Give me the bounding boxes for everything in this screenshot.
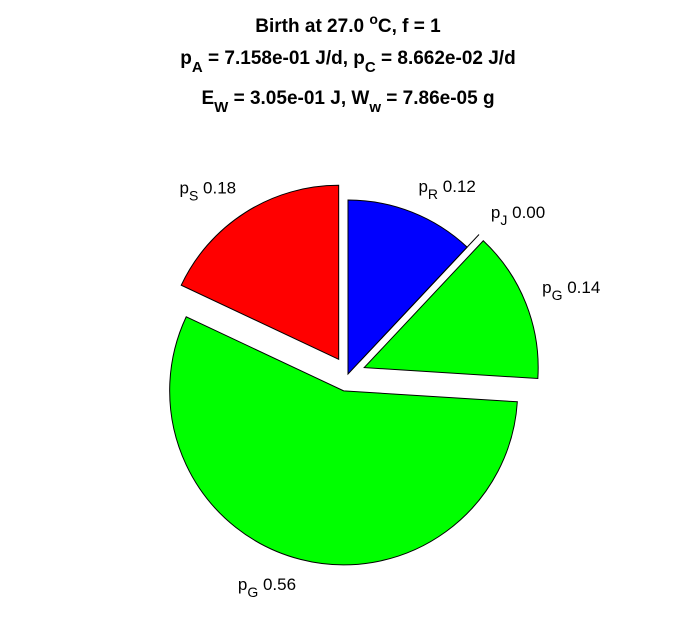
title-ew-sub: W — [214, 99, 229, 116]
title-line-1: Birth at 27.0 oC, f = 1 — [255, 11, 441, 37]
title-pc-text: = 8.662e-02 J/d — [376, 48, 516, 69]
title-ww-text: = 7.86e-05 g — [381, 88, 495, 109]
pie-slice-pr-0 — [347, 199, 468, 376]
title-pa-base: p — [180, 48, 192, 69]
slice-label-pr-0: pR 0.12 — [418, 177, 475, 202]
title-pc-sub: C — [365, 59, 376, 76]
title-pc-base: p — [353, 48, 365, 69]
pie-slices — [169, 184, 539, 566]
pie-slice-pg-2 — [363, 240, 539, 380]
title-line-1-sup: o — [369, 11, 378, 27]
pie-slice-pg-3 — [169, 316, 518, 566]
title-ew-text: = 3.05e-01 J, — [228, 88, 351, 109]
slice-label-pg-3: pG 0.56 — [238, 575, 296, 600]
title-ww-sub: w — [368, 99, 381, 116]
title-line-1-tail: C, f = 1 — [378, 16, 441, 37]
title-ew-base: E — [201, 88, 214, 109]
pie-labels: pR 0.12 pJ 0.00 pG 0.14 pG 0.56 pS 0.18 — [179, 177, 600, 600]
slice-label-ps-4: pS 0.18 — [179, 179, 236, 204]
title-pa-sub: A — [192, 59, 203, 76]
title-line-3: EW = 3.05e-01 J, Ww = 7.86e-05 g — [201, 88, 494, 116]
title-pa-text: = 7.158e-01 J/d, — [203, 48, 354, 69]
title-ww-base: W — [351, 88, 369, 109]
chart-title: Birth at 27.0 oC, f = 1 pA = 7.158e-01 J… — [180, 11, 515, 116]
slice-label-pg-2: pG 0.14 — [542, 278, 600, 303]
title-line-1-main: Birth at 27.0 — [255, 16, 369, 37]
title-line-2: pA = 7.158e-01 J/d, pC = 8.662e-02 J/d — [180, 48, 515, 76]
pie-slice-ps-4 — [180, 184, 340, 361]
slice-label-pj-1: pJ 0.00 — [491, 203, 545, 228]
